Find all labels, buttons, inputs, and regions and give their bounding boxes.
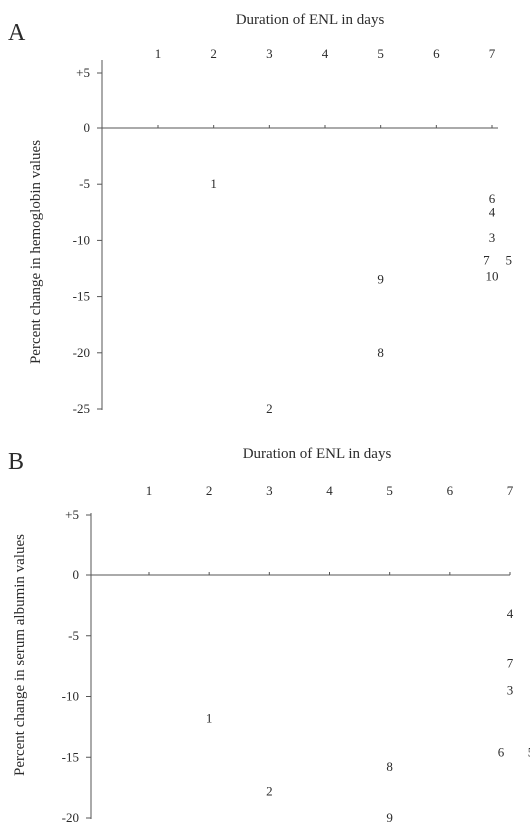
chart-a-y-tick-label: -15	[73, 289, 90, 304]
chart-b-point: 6	[498, 744, 505, 759]
chart-b-point: 5	[528, 744, 530, 759]
chart-a-point: 10	[486, 268, 499, 283]
chart-b-y-tick-label: -15	[62, 749, 79, 764]
chart-a-y-tick-label: -20	[73, 345, 90, 360]
chart-a-point: 1	[210, 176, 217, 191]
chart-a-point: 3	[489, 230, 496, 245]
chart-b-point: 2	[266, 783, 273, 798]
chart-a-points: 1 2 3 4 5 6 7 8 9 10	[210, 176, 512, 416]
chart-panel-a: A Duration of ENL in days Percent change…	[8, 12, 512, 416]
chart-panel-b: B Duration of ENL in days Percent change…	[8, 446, 530, 825]
chart-b-x-ticks: 1 2 3 4 5 6 7	[146, 483, 514, 575]
chart-b-y-tick-label: -10	[62, 689, 79, 704]
chart-a-point: 2	[266, 401, 273, 416]
chart-b-title: Duration of ENL in days	[243, 446, 392, 462]
panel-letter-b: B	[8, 449, 24, 475]
chart-a-point: 4	[489, 204, 496, 219]
chart-b-y-tick-label: -20	[62, 810, 79, 825]
chart-b-x-tick-label: 2	[206, 483, 213, 498]
chart-b-x-tick-label: 4	[326, 483, 333, 498]
chart-a-point: 6	[489, 191, 496, 206]
chart-b-y-tick-label: +5	[65, 507, 79, 522]
chart-a-y-ticks: +5 0 -5 -10 -15 -20 -25	[73, 65, 102, 416]
panel-letter-a: A	[8, 20, 26, 46]
chart-b-point: 7	[507, 656, 514, 671]
chart-a-x-tick-label: 5	[377, 46, 384, 61]
chart-a-y-tick-label: 0	[84, 120, 91, 135]
chart-a-point: 7	[483, 253, 490, 268]
chart-b-point: 1	[206, 710, 213, 725]
chart-a-y-tick-label: -10	[73, 232, 90, 247]
chart-a-y-tick-label: -25	[73, 401, 90, 416]
chart-b-y-ticks: +5 0 -5 -10 -15 -20	[62, 507, 91, 825]
chart-a-y-tick-label: -5	[79, 176, 90, 191]
chart-b-point: 4	[507, 606, 514, 621]
chart-b-x-tick-label: 5	[386, 483, 393, 498]
chart-a-title: Duration of ENL in days	[236, 12, 385, 28]
chart-a-x-tick-label: 1	[155, 46, 162, 61]
chart-b-x-tick-label: 3	[266, 483, 273, 498]
chart-a-x-tick-label: 4	[322, 46, 329, 61]
chart-b-point: 8	[386, 759, 393, 774]
chart-b-y-axis-label: Percent change in serum albumin values	[12, 534, 28, 776]
chart-b-y-tick-label: 0	[73, 567, 80, 582]
chart-b-points: 1 2 3 4 5 6 7 8 9	[206, 606, 530, 825]
chart-a-x-tick-label: 7	[489, 46, 496, 61]
chart-a-x-tick-label: 6	[433, 46, 440, 61]
chart-a-point: 9	[377, 272, 384, 287]
chart-b-point: 9	[386, 810, 393, 825]
chart-b-point: 3	[507, 682, 514, 697]
chart-a-point: 5	[505, 253, 512, 268]
chart-a-x-ticks: 1 2 3 4 5 6 7	[155, 46, 496, 128]
chart-a-x-tick-label: 3	[266, 46, 273, 61]
chart-a-x-tick-label: 2	[210, 46, 217, 61]
chart-a-y-axis-label: Percent change in hemoglobin values	[28, 140, 44, 364]
chart-b-x-tick-label: 6	[447, 483, 454, 498]
chart-a-y-tick-label: +5	[76, 65, 90, 80]
chart-b-y-tick-label: -5	[68, 628, 79, 643]
chart-a-point: 8	[377, 345, 384, 360]
chart-b-x-tick-label: 7	[507, 483, 514, 498]
chart-b-x-tick-label: 1	[146, 483, 153, 498]
